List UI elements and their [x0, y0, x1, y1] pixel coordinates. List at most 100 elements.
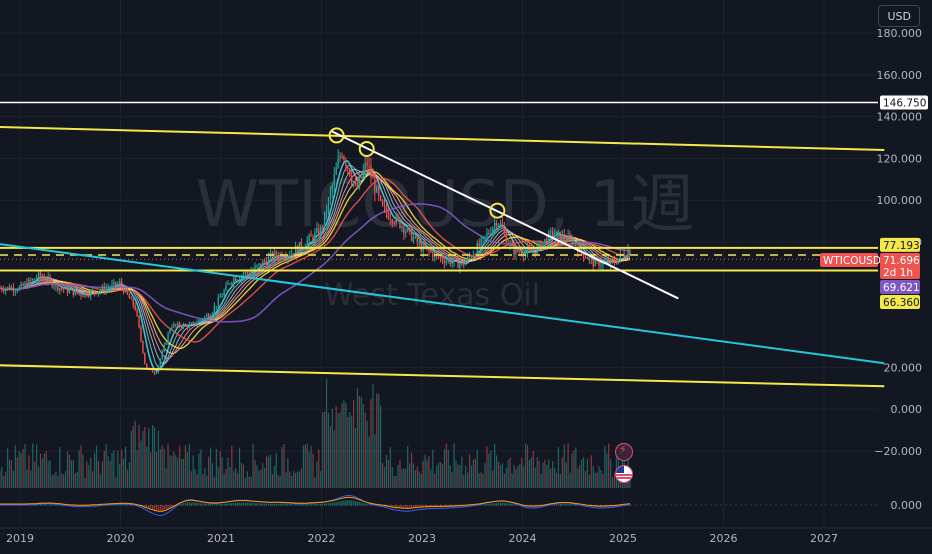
volume-bar — [221, 457, 223, 488]
candle — [128, 294, 131, 299]
volume-bar — [157, 430, 159, 488]
histogram-bar — [198, 503, 200, 506]
price-tick-label: −20.000 — [874, 445, 922, 458]
swing-marker[interactable] — [358, 140, 375, 157]
histogram-bar — [354, 500, 357, 506]
volume-bar — [90, 457, 92, 488]
volume-bar — [248, 476, 250, 488]
candle — [391, 219, 393, 223]
volume-bar — [235, 468, 237, 488]
volume-bar — [482, 473, 484, 488]
swing-marker[interactable] — [489, 202, 506, 219]
volume-bar — [333, 430, 335, 488]
horizontal-line-badge: 146.750 — [883, 97, 926, 109]
volume-bar — [329, 426, 331, 488]
volume-bar — [250, 476, 252, 488]
candle — [470, 256, 473, 258]
volume-bar — [194, 468, 196, 488]
candle — [517, 247, 519, 252]
histogram-bar — [161, 505, 163, 511]
horizontal-levels — [0, 101, 878, 272]
volume-bar — [144, 426, 146, 488]
lightning-icon[interactable] — [615, 443, 633, 461]
candle — [61, 288, 63, 290]
volume-bar — [304, 444, 306, 488]
volume-bar — [47, 461, 49, 488]
candle — [532, 252, 535, 254]
histogram-bar — [200, 503, 202, 506]
candle — [277, 256, 279, 259]
volume-bar — [277, 475, 279, 488]
us-flag-icon[interactable] — [615, 465, 633, 483]
volume-bar — [115, 477, 117, 488]
volume-bar — [606, 453, 608, 488]
volume-bar — [364, 412, 366, 488]
candle — [14, 290, 17, 292]
volume-bar — [594, 472, 596, 488]
white-downtrend-trendline[interactable] — [331, 130, 679, 300]
candle — [32, 278, 34, 281]
candle — [256, 265, 258, 267]
volume-bar — [94, 453, 96, 488]
candle — [559, 231, 562, 241]
price-tick-label: 120.000 — [877, 152, 923, 165]
volume-bar — [387, 460, 389, 488]
volume-bar — [559, 473, 561, 488]
histogram-bar — [250, 502, 252, 506]
volume-bar — [258, 470, 260, 488]
volume-bar — [395, 475, 397, 488]
volume-bar — [130, 430, 132, 488]
candle — [211, 312, 214, 317]
volume-bar — [337, 413, 339, 488]
candle — [194, 322, 196, 325]
histogram-bar — [206, 503, 208, 506]
candle — [600, 264, 602, 267]
candle — [607, 260, 610, 264]
volume-bar — [78, 450, 80, 488]
histogram-bar — [155, 505, 158, 511]
histogram-bar — [184, 502, 187, 506]
candle — [617, 258, 620, 264]
candle — [3, 289, 5, 292]
candle — [464, 261, 467, 266]
histogram-bar — [122, 504, 125, 506]
histogram-bar — [401, 505, 403, 509]
volume-bar — [150, 452, 152, 488]
lower-channel-trendline[interactable] — [0, 364, 885, 388]
currency-button[interactable]: USD — [878, 5, 920, 27]
candle — [41, 275, 44, 278]
candle — [111, 284, 113, 288]
histogram-bar — [157, 505, 159, 511]
volume-bar — [223, 473, 225, 488]
volume-bar — [553, 468, 556, 488]
candle — [445, 260, 448, 264]
swing-marker[interactable] — [328, 127, 345, 144]
histogram-bar — [244, 502, 246, 506]
volume-bar — [269, 454, 272, 488]
candle — [548, 232, 550, 244]
histogram-bar — [304, 504, 306, 506]
volume-bar — [219, 451, 221, 488]
candle — [461, 262, 463, 265]
upper-channel-trendline[interactable] — [0, 126, 885, 152]
candle — [88, 295, 90, 297]
candle — [463, 262, 465, 266]
candle — [221, 295, 223, 298]
volume-bar — [410, 452, 413, 488]
histogram-bar — [209, 504, 212, 506]
histogram-bar — [378, 505, 380, 506]
volume-bar — [20, 453, 22, 488]
volume-bar — [136, 450, 138, 488]
volume-bar — [109, 461, 111, 488]
volume-bar — [295, 472, 297, 488]
histogram-bar — [252, 503, 254, 506]
candle — [99, 290, 102, 292]
candle — [134, 305, 136, 310]
cyan-downtrend-trendline[interactable] — [0, 243, 885, 365]
candle — [352, 181, 355, 183]
histogram-bar — [237, 502, 239, 506]
candle — [376, 186, 378, 193]
candle — [26, 282, 28, 287]
